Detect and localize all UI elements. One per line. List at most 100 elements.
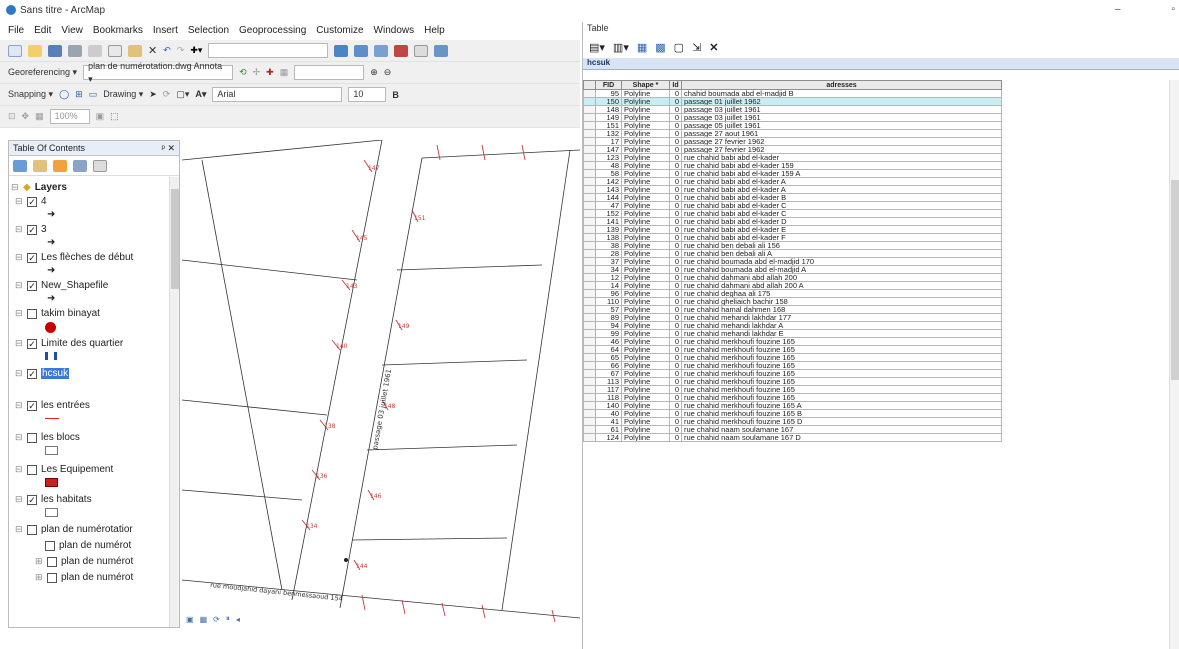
layer-visibility-checkbox[interactable]: ✓ xyxy=(27,224,37,235)
row-selector[interactable] xyxy=(583,193,596,202)
zoom-whole-page-icon[interactable]: ⊡ xyxy=(8,111,16,121)
table-scroll-thumb[interactable] xyxy=(1171,180,1179,380)
layer-visibility-checkbox[interactable] xyxy=(27,464,37,475)
layer-visibility-checkbox[interactable] xyxy=(47,572,57,583)
row-selector[interactable] xyxy=(583,353,596,362)
row-selector[interactable] xyxy=(583,289,596,298)
table-row[interactable]: 28 Polyline 0 rue chahid ben debali ali A xyxy=(583,249,1002,258)
switch-selection-icon[interactable]: ▩ xyxy=(655,41,666,54)
modelbuilder-icon[interactable] xyxy=(434,44,449,57)
row-selector[interactable] xyxy=(583,161,596,170)
layer-visibility-checkbox[interactable] xyxy=(27,524,37,535)
layout-view-icon[interactable]: ▣ xyxy=(186,614,194,624)
collapse-icon[interactable]: ⊟ xyxy=(15,196,23,206)
row-selector[interactable] xyxy=(583,121,596,130)
minimize-button[interactable]: – xyxy=(1115,4,1121,15)
bold-icon[interactable]: B xyxy=(392,89,399,100)
row-selector[interactable] xyxy=(583,129,596,138)
row-selector[interactable] xyxy=(583,281,596,290)
row-selector[interactable] xyxy=(583,249,596,258)
row-selector[interactable] xyxy=(583,369,596,378)
zoom-out-icon[interactable]: ⊖ xyxy=(383,67,392,77)
row-selector[interactable] xyxy=(583,89,596,98)
table-row[interactable]: 113 Polyline 0 rue chahid merkhoufi fouzine… xyxy=(583,377,1002,386)
table-row[interactable]: 123 Polyline 0 rue chahid babi abd el-kader xyxy=(583,153,1002,162)
table-row[interactable]: 138 Polyline 0 rue chahid babi abd el-kader… xyxy=(583,233,1002,242)
table-row[interactable]: 48 Polyline 0 rue chahid babi abd el-kader … xyxy=(583,161,1002,170)
collapse-icon[interactable]: ⊟ xyxy=(15,368,23,378)
collapse-icon[interactable]: ⊟ xyxy=(15,252,23,262)
point-snapping-icon[interactable]: ◯ xyxy=(59,89,70,99)
row-selector[interactable] xyxy=(583,273,596,282)
layer-visibility-checkbox[interactable]: ✓ xyxy=(27,252,37,263)
menu-insert[interactable]: Insert xyxy=(152,24,178,36)
layer-visibility-checkbox[interactable] xyxy=(27,432,37,443)
table-row[interactable]: 37 Polyline 0 rue chahid boumada abd el-mad… xyxy=(583,257,1002,266)
sublayer-item[interactable]: ⊞ plan de numérot xyxy=(35,556,133,567)
map-view[interactable]: 147 145 143 140 138 136 134 151 149 148 146 144 … xyxy=(182,140,580,628)
layer-visibility-checkbox[interactable]: ✓ xyxy=(27,494,37,505)
row-selector[interactable] xyxy=(583,377,596,386)
toc-scroll-thumb[interactable] xyxy=(171,189,179,289)
delete-selected-icon[interactable]: ✕ xyxy=(709,41,719,54)
row-selector[interactable] xyxy=(583,305,596,314)
select-elements-icon[interactable]: ➤ xyxy=(149,89,157,99)
table-row[interactable]: 149 Polyline 0 passage 03 juillet 1961 xyxy=(583,113,1002,122)
table-options-icon[interactable]: ▤▾ xyxy=(589,41,605,54)
table-row[interactable]: 41 Polyline 0 rue chahid merkhoufi fouzine … xyxy=(583,417,1002,426)
row-selector[interactable] xyxy=(583,241,596,250)
table-tab[interactable]: hcsuk xyxy=(583,58,1179,70)
layer-visibility-checkbox[interactable]: ✓ xyxy=(27,280,37,291)
print-icon[interactable] xyxy=(68,44,82,57)
table-row[interactable]: 89 Polyline 0 rue chahid mehandi lakhdar 17… xyxy=(583,313,1002,322)
column-header-fid[interactable]: FID xyxy=(595,80,622,90)
menu-edit[interactable]: Edit xyxy=(34,24,52,36)
row-selector[interactable] xyxy=(583,313,596,322)
row-selector[interactable] xyxy=(583,225,596,234)
table-row[interactable]: 139 Polyline 0 rue chahid babi abd el-kader… xyxy=(583,225,1002,234)
font-size-select[interactable]: 10 xyxy=(348,87,387,102)
layer-item-4[interactable]: ⊟ ✓ 4 xyxy=(15,196,47,207)
column-header-id[interactable]: Id xyxy=(669,80,682,90)
table-row[interactable]: 66 Polyline 0 rue chahid merkhoufi fouzine … xyxy=(583,361,1002,370)
layer-item-entrees[interactable]: ⊟ ✓ les entrées xyxy=(15,400,90,411)
row-selector[interactable] xyxy=(583,393,596,402)
list-by-source-icon[interactable] xyxy=(33,159,47,172)
toc-window-icon[interactable] xyxy=(354,44,369,57)
table-row[interactable]: 124 Polyline 0 rue chahid naam soulamane 16… xyxy=(583,433,1002,442)
row-selector[interactable] xyxy=(583,145,596,154)
add-data-icon[interactable]: ✚▾ xyxy=(190,45,203,55)
table-row[interactable]: 99 Polyline 0 rue chahid mehandi lakhdar E xyxy=(583,329,1002,338)
scroll-left-icon[interactable]: ◂ xyxy=(235,614,240,624)
table-row[interactable]: 118 Polyline 0 rue chahid merkhoufi fouzine… xyxy=(583,393,1002,402)
collapse-icon[interactable]: ⊟ xyxy=(11,182,19,192)
pause-drawing-icon[interactable]: ⏸ xyxy=(225,614,230,623)
toggle-draft-mode-icon[interactable]: ▣ xyxy=(95,111,105,121)
table-row[interactable]: 117 Polyline 0 rue chahid merkhoufi fouzine… xyxy=(583,385,1002,394)
layer-item-takim-binayat[interactable]: ⊟ takim binayat xyxy=(15,308,100,319)
paste-icon[interactable] xyxy=(128,44,142,57)
list-by-drawing-order-icon[interactable] xyxy=(13,159,27,172)
table-row[interactable]: 147 Polyline 0 passage 27 fevrier 1962 xyxy=(583,145,1002,154)
table-row[interactable]: 148 Polyline 0 passage 03 juillet 1961 xyxy=(583,105,1002,114)
table-row[interactable]: 34 Polyline 0 rue chahid boumada abd el-mad… xyxy=(583,265,1002,274)
collapse-icon[interactable]: ⊟ xyxy=(15,432,23,442)
row-selector[interactable] xyxy=(583,409,596,418)
rotate-icon[interactable]: ⟲ xyxy=(239,67,247,77)
layer-visibility-checkbox[interactable] xyxy=(47,556,57,567)
collapse-icon[interactable]: ⊟ xyxy=(15,524,23,534)
arctoolbox-icon[interactable] xyxy=(394,44,409,57)
georeferencing-menu[interactable]: Georeferencing ▾ xyxy=(8,67,78,77)
menu-windows[interactable]: Windows xyxy=(373,24,415,36)
open-icon[interactable] xyxy=(28,44,42,57)
table-row[interactable]: 46 Polyline 0 rue chahid merkhoufi fouzine … xyxy=(583,337,1002,346)
cut-icon[interactable] xyxy=(88,44,102,57)
table-row[interactable]: 132 Polyline 0 passage 27 aout 1961 xyxy=(583,129,1002,138)
row-selector[interactable] xyxy=(583,401,596,410)
layer-item-limite-quartier[interactable]: ⊟ ✓ Limite des quartier xyxy=(15,338,123,349)
layer-item-new-shapefile[interactable]: ⊟ ✓ New_Shapefile xyxy=(15,280,108,291)
toc-close-button[interactable]: ᵖ ✕ xyxy=(161,143,175,153)
row-selector[interactable] xyxy=(583,361,596,370)
table-row[interactable]: 47 Polyline 0 rue chahid babi abd el-kader … xyxy=(583,201,1002,210)
table-row[interactable]: 96 Polyline 0 rue chahid deghaa ali 175 xyxy=(583,289,1002,298)
